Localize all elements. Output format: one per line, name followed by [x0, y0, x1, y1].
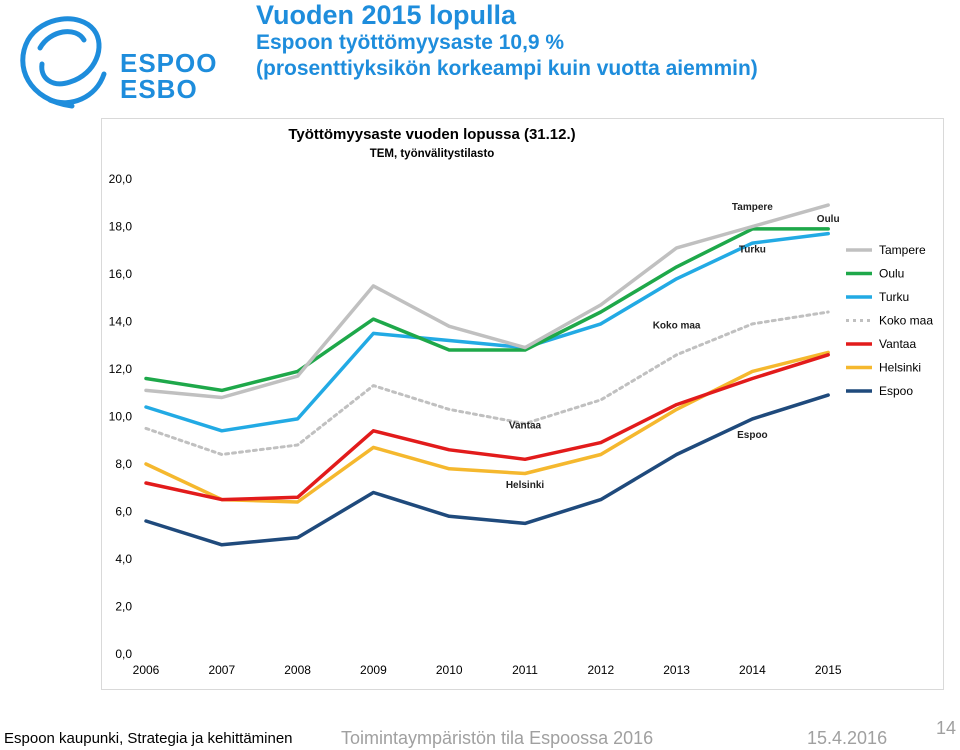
line-annotation: Koko maa	[653, 321, 701, 332]
x-tick-label: 2006	[133, 663, 160, 677]
y-tick-label: 20,0	[109, 172, 133, 186]
y-tick-label: 6,0	[115, 505, 132, 519]
legend-label: Tampere	[879, 243, 926, 257]
y-tick-label: 14,0	[109, 315, 133, 329]
legend-label: Espoo	[879, 384, 913, 398]
y-tick-label: 16,0	[109, 267, 133, 281]
chart-title: Työttömyysaste vuoden lopussa (31.12.)	[288, 126, 575, 143]
series-line-turku	[144, 231, 830, 433]
x-tick-label: 2008	[284, 663, 311, 677]
legend-label: Turku	[879, 290, 909, 304]
page-number: 14	[936, 718, 957, 738]
legend-label: Vantaa	[879, 337, 916, 351]
y-tick-label: 12,0	[109, 362, 133, 376]
x-tick-label: 2011	[512, 663, 538, 677]
y-tick-label: 8,0	[115, 457, 132, 471]
series-line-vantaa	[144, 353, 830, 502]
logo-text-esbo: ESBO	[120, 74, 198, 104]
espoo-logo: ESPOO ESBO	[10, 8, 220, 112]
slide-subtitle-line1: Espoon työttömyysaste 10,9 %	[256, 31, 565, 54]
footer-date: 15.4.2016	[807, 728, 888, 748]
legend-label: Helsinki	[879, 361, 921, 375]
footer-presentation-title: Toimintaympäristön tila Espoossa 2016	[341, 728, 654, 748]
line-annotation: Tampere	[732, 202, 773, 213]
logo-text-espoo: ESPOO	[120, 48, 218, 78]
line-annotation: Helsinki	[506, 480, 545, 491]
series-line-oulu	[144, 227, 830, 393]
y-tick-label: 2,0	[115, 600, 132, 614]
chart-subtitle: TEM, työnvälitystilasto	[370, 148, 495, 160]
slide-subtitle-line2: (prosenttiyksikön korkeampi kuin vuotta …	[256, 57, 758, 80]
legend-label: Oulu	[879, 267, 904, 281]
x-tick-label: 2009	[360, 663, 387, 677]
y-tick-label: 10,0	[109, 410, 133, 424]
footer-organization: Espoon kaupunki, Strategia ja kehittämin…	[4, 730, 293, 747]
line-annotation: Espoo	[737, 430, 768, 441]
line-annotation: Vantaa	[509, 420, 542, 431]
series-line-espoo	[144, 393, 830, 547]
x-tick-label: 2013	[663, 663, 690, 677]
slide-title: Vuoden 2015 lopulla	[256, 0, 517, 30]
legend-label: Koko maa	[879, 314, 933, 328]
slide-header: Vuoden 2015 lopulla Espoon työttömyysast…	[256, 0, 758, 82]
chart-frame: Työttömyysaste vuoden lopussa (31.12.) TE…	[101, 118, 944, 690]
y-tick-label: 4,0	[115, 552, 132, 566]
x-tick-label: 2007	[208, 663, 235, 677]
y-tick-label: 0,0	[115, 647, 132, 661]
unemployment-line-chart: Työttömyysaste vuoden lopussa (31.12.) TE…	[109, 126, 934, 677]
x-tick-label: 2012	[587, 663, 614, 677]
y-tick-label: 18,0	[109, 220, 133, 234]
x-tick-label: 2015	[815, 663, 842, 677]
x-tick-label: 2014	[739, 663, 766, 677]
series-line-tampere	[144, 203, 830, 400]
x-tick-label: 2010	[436, 663, 463, 677]
line-annotation: Oulu	[817, 214, 840, 225]
espoo-logo-mark	[20, 16, 107, 109]
line-annotation: Turku	[739, 245, 766, 256]
series-line-koko-maa	[144, 310, 830, 456]
